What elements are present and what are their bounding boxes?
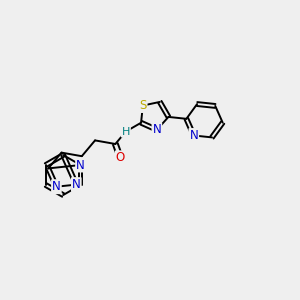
Text: N: N (189, 129, 198, 142)
Text: H: H (122, 127, 130, 136)
Text: N: N (52, 180, 61, 193)
Text: N: N (72, 178, 81, 191)
Text: N: N (76, 158, 85, 172)
Text: S: S (139, 99, 147, 112)
Text: N: N (152, 123, 161, 136)
Text: O: O (116, 151, 125, 164)
